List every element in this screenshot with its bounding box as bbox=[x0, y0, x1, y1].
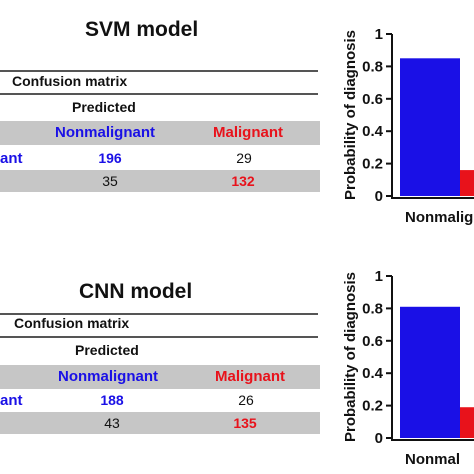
svm-xtick-label: Nonmalig bbox=[405, 209, 473, 226]
svm-ytick-label: 1 bbox=[375, 26, 383, 43]
svm-ytick-label: 0.2 bbox=[362, 156, 383, 173]
cnn-y-label: Probability of diagnosis bbox=[342, 272, 359, 442]
svm-ytick-label: 0.4 bbox=[362, 123, 384, 140]
cnn-bar-malignant bbox=[460, 407, 474, 438]
svm-ytick-label: 0.6 bbox=[362, 91, 383, 108]
cnn-ytick-label: 1 bbox=[375, 268, 383, 285]
svm-bar-malignant bbox=[460, 170, 474, 196]
cnn-bar-nonmalignant bbox=[400, 307, 460, 438]
cnn-ytick-label: 0.6 bbox=[362, 333, 383, 350]
svm-ytick-label: 0 bbox=[375, 188, 383, 205]
svm-bar-nonmalignant bbox=[400, 58, 460, 196]
cnn-ytick-label: 0.4 bbox=[362, 365, 384, 382]
cnn-xtick-label: Nonmal bbox=[405, 451, 460, 468]
cnn-ytick-label: 0.8 bbox=[362, 300, 383, 317]
svm-y-label: Probability of diagnosis bbox=[342, 30, 359, 200]
cnn-ytick-label: 0 bbox=[375, 430, 383, 447]
cnn-ytick-label: 0.2 bbox=[362, 398, 383, 415]
svm-ytick-label: 0.8 bbox=[362, 58, 383, 75]
